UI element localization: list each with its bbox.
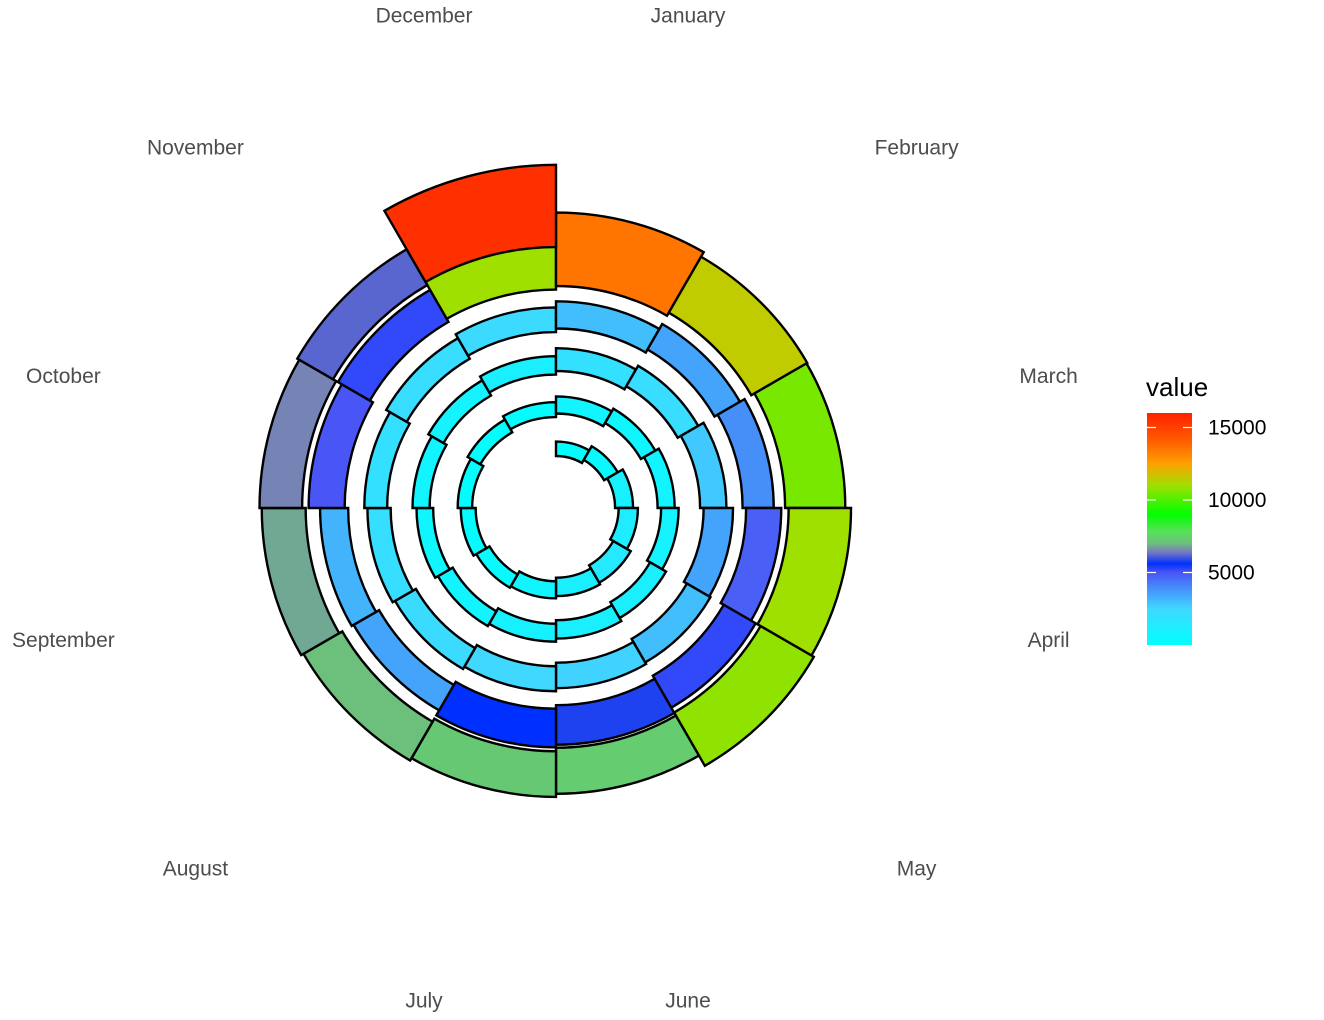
bar-segment-year-1-june xyxy=(554,566,602,598)
bar-segment-year-2-july xyxy=(487,606,558,643)
bar-segment-year-3-december xyxy=(454,306,558,358)
bar-segment-year-5-december xyxy=(382,163,558,284)
bar-segment-year-2-october xyxy=(411,434,449,510)
bar-segment-year-5-august xyxy=(301,629,435,763)
bar-segment-year-2-september xyxy=(415,506,452,580)
spiral-segments xyxy=(258,163,853,799)
bar-segment-year-3-july xyxy=(462,643,558,693)
legend-title: value xyxy=(1146,372,1208,402)
month-label-may: May xyxy=(897,858,937,881)
month-label-december: December xyxy=(376,4,473,27)
legend: value 15000 10000 5000 xyxy=(1146,372,1266,645)
month-label-april: April xyxy=(1028,629,1070,652)
bar-segment-year-4-january xyxy=(554,300,661,355)
bar-segment-year-3-april xyxy=(682,506,735,599)
bar-segment-year-5-january xyxy=(554,211,706,318)
bar-segment-year-2-may xyxy=(608,560,668,620)
bar-segment-year-2-december xyxy=(478,354,558,395)
month-label-march: March xyxy=(1019,365,1077,388)
bar-segment-year-3-january xyxy=(554,346,638,391)
bar-segment-year-3-october xyxy=(363,410,412,510)
legend-ticks: 15000 10000 5000 xyxy=(1147,417,1266,585)
bar-segment-year-2-june xyxy=(554,603,623,640)
bar-segment-year-3-september xyxy=(366,506,415,604)
month-label-january: January xyxy=(651,4,726,27)
bar-segment-year-1-march xyxy=(605,467,635,510)
month-labels: January February March April May June July Augu… xyxy=(12,4,1078,1012)
bar-segment-year-2-february xyxy=(603,407,657,461)
bar-segment-year-2-march xyxy=(642,447,676,510)
month-label-november: November xyxy=(147,136,244,159)
bar-segment-year-2-april xyxy=(645,506,680,571)
legend-tick-label: 10000 xyxy=(1208,489,1266,512)
month-label-june: June xyxy=(665,990,711,1013)
bar-segment-year-3-june xyxy=(554,640,648,690)
month-label-august: August xyxy=(163,858,229,881)
month-label-july: July xyxy=(405,990,443,1013)
month-label-february: February xyxy=(875,136,960,159)
bar-segment-year-1-august xyxy=(474,544,520,590)
bar-segment-year-1-october xyxy=(456,457,485,510)
month-label-october: October xyxy=(26,365,101,388)
bar-segment-year-4-july xyxy=(434,680,558,749)
bar-segment-year-5-may xyxy=(672,624,816,768)
bar-segment-year-1-november xyxy=(465,417,514,466)
bar-segment-year-1-december xyxy=(501,400,558,431)
legend-tick-label: 5000 xyxy=(1208,562,1255,585)
month-label-september: September xyxy=(12,629,115,652)
bar-segment-year-1-september xyxy=(459,506,489,558)
bar-segment-year-2-january xyxy=(554,395,614,428)
bar-segment-year-2-november xyxy=(426,378,493,445)
bar-segment-year-3-march xyxy=(679,421,728,510)
legend-colorbar xyxy=(1147,413,1192,645)
bar-segment-year-2-august xyxy=(436,566,498,628)
legend-tick-label: 15000 xyxy=(1208,417,1266,440)
